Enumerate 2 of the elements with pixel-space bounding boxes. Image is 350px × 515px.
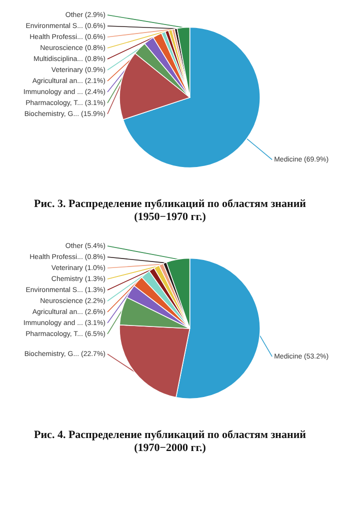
text: Рис. 4. Распределение публикаций по областям знаний (1970−2000 гг.) <box>34 429 307 454</box>
text: Рис. 3. Распределение публикаций по областям знаний (1950−1970 гг.) <box>34 198 307 223</box>
